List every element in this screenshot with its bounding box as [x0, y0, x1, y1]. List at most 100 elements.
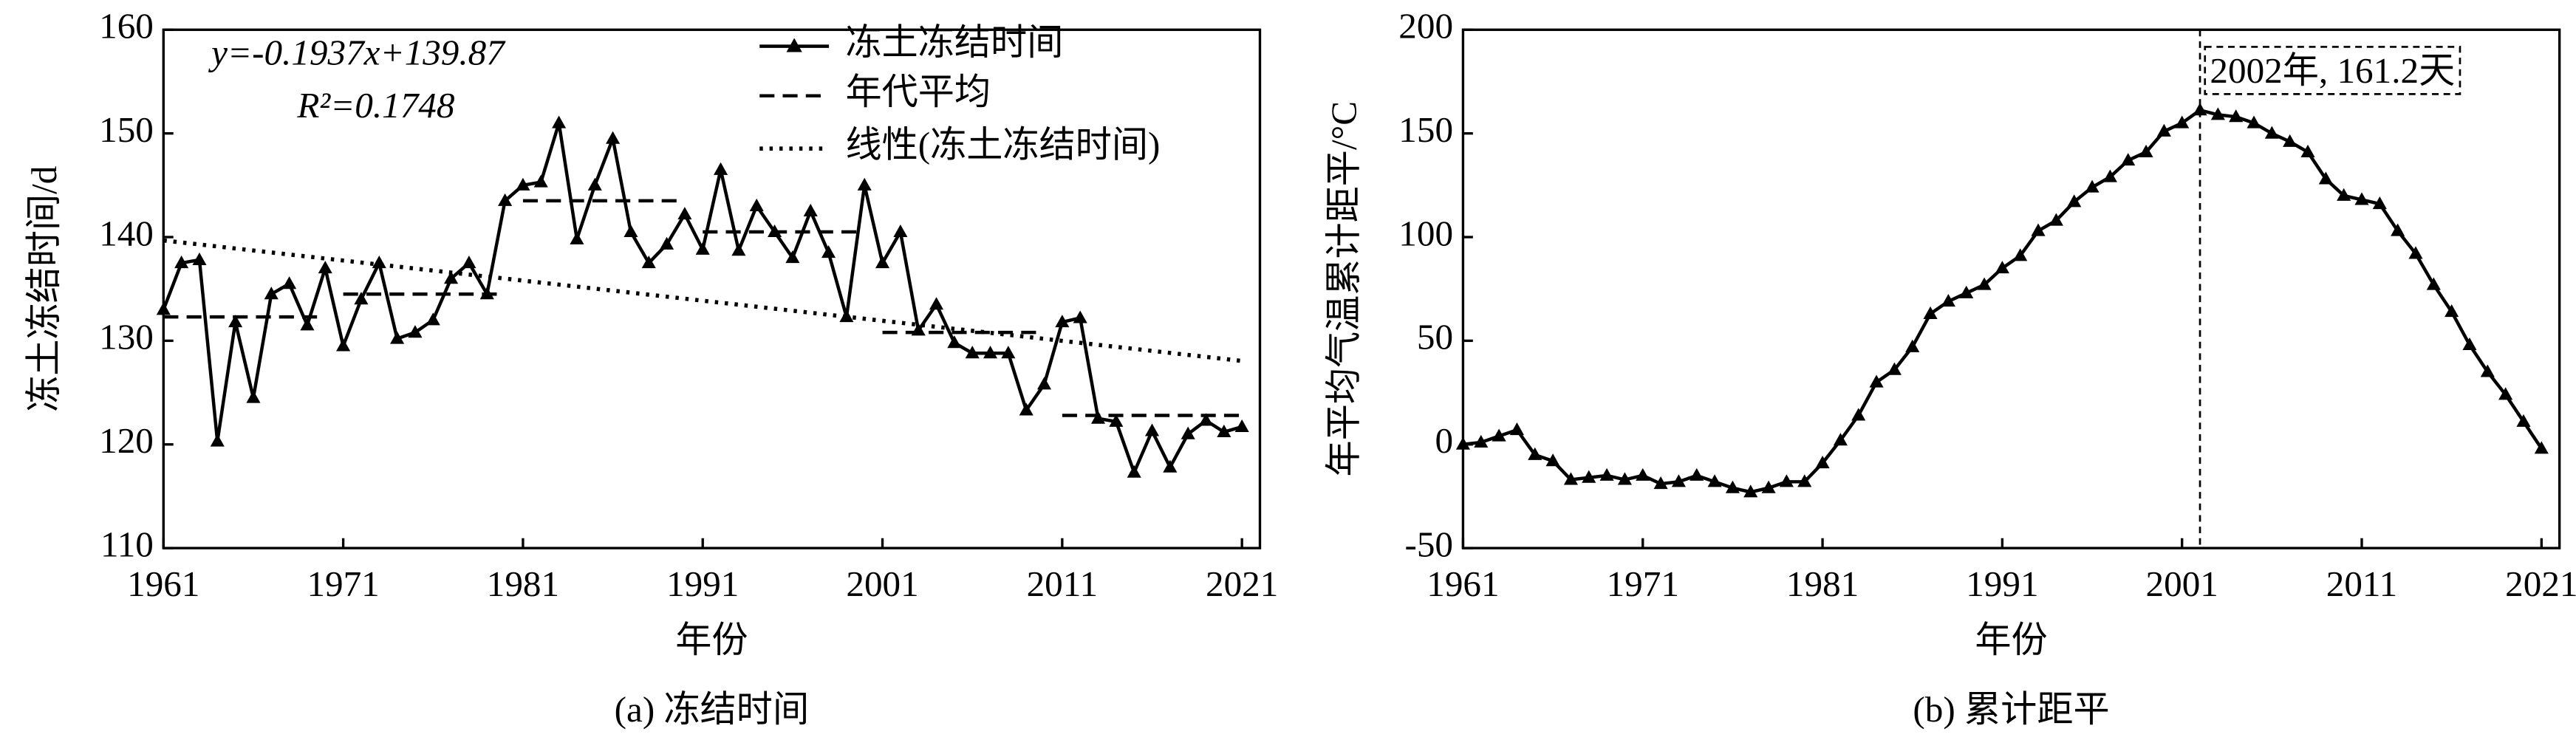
x-tick-label: 1991	[1966, 563, 2038, 604]
marker	[731, 243, 746, 256]
marker	[2049, 213, 2063, 226]
marker	[1905, 339, 1920, 352]
marker	[1055, 315, 1070, 328]
marker	[282, 276, 297, 290]
marker	[2498, 387, 2513, 400]
y-tick-label: 140	[99, 213, 154, 253]
marker	[1217, 424, 1231, 437]
marker	[1653, 476, 1668, 490]
marker	[1995, 261, 2009, 274]
trend-line	[163, 238, 1243, 363]
marker	[1144, 423, 1160, 436]
marker	[2391, 223, 2405, 236]
marker	[803, 203, 818, 216]
legend-label: 冻土冻结时间	[845, 22, 1063, 63]
marker	[264, 287, 279, 300]
r-squared: R²=0.1748	[296, 85, 455, 126]
x-axis-label: 年份	[675, 620, 748, 660]
marker	[228, 315, 243, 328]
y-tick-label: 160	[99, 6, 154, 47]
marker	[2300, 144, 2315, 157]
marker	[893, 224, 908, 238]
marker	[246, 390, 261, 403]
marker	[2426, 277, 2441, 290]
marker	[1163, 459, 1178, 473]
equation: y=-0.1937x+139.87	[208, 32, 506, 72]
marker	[336, 338, 351, 352]
x-tick-label: 1961	[127, 563, 199, 604]
marker	[1833, 433, 1848, 446]
marker	[210, 434, 225, 447]
plot-frame	[1461, 28, 2561, 549]
y-tick-label: -50	[1404, 524, 1453, 564]
marker	[1036, 377, 1052, 390]
marker	[1779, 474, 1794, 487]
marker	[1181, 426, 1195, 439]
x-tick-label: 2011	[2326, 563, 2398, 604]
marker	[2534, 441, 2549, 454]
legend-marker	[786, 38, 802, 52]
marker	[839, 309, 854, 323]
marker	[1707, 474, 1722, 487]
marker	[1725, 480, 1740, 493]
marker	[1545, 453, 1560, 467]
legend-label: 年代平均	[845, 72, 991, 112]
caption: (a) 冻结时间	[615, 689, 809, 730]
marker	[1941, 293, 1955, 307]
marker	[2264, 126, 2279, 139]
marker	[1761, 480, 1776, 493]
marker	[426, 312, 440, 326]
marker	[2229, 109, 2244, 123]
marker	[2445, 304, 2459, 318]
marker	[1690, 467, 1704, 481]
marker	[2193, 103, 2207, 116]
y-tick-label: 150	[99, 109, 154, 150]
marker	[1509, 422, 1524, 436]
x-tick-label: 1991	[666, 563, 739, 604]
marker	[1582, 470, 1596, 483]
marker	[192, 252, 207, 265]
marker	[1234, 419, 1249, 432]
marker	[1198, 413, 1214, 426]
marker	[1528, 447, 1542, 460]
marker	[498, 193, 513, 206]
marker	[1599, 467, 1614, 481]
marker	[533, 174, 548, 188]
marker	[462, 256, 476, 269]
marker	[408, 325, 423, 338]
marker	[1869, 374, 1884, 388]
marker	[1073, 310, 1087, 323]
marker	[1090, 411, 1106, 424]
marker	[2462, 337, 2477, 351]
marker	[2156, 123, 2171, 137]
marker	[1127, 465, 1141, 478]
marker	[2247, 115, 2261, 129]
marker	[623, 224, 638, 238]
x-tick-label: 2001	[2146, 563, 2218, 604]
data-line	[162, 122, 1243, 477]
marker	[677, 207, 692, 220]
marker	[857, 177, 872, 191]
y-axis-label: 冻土冻结时间/d	[24, 166, 64, 412]
marker	[911, 323, 926, 336]
marker	[2354, 192, 2369, 205]
y-axis-label: 年平均气温累计距平/°C	[1323, 101, 1364, 477]
marker	[1743, 484, 1758, 498]
marker	[2139, 144, 2153, 157]
marker	[1923, 306, 1938, 319]
marker	[821, 245, 836, 258]
marker	[318, 261, 332, 274]
marker	[354, 292, 369, 305]
legend-label: 线性(冻土冻结时间)	[845, 124, 1160, 165]
marker	[1474, 434, 1489, 448]
marker	[1492, 428, 1506, 442]
y-tick-label: 100	[1398, 213, 1453, 253]
marker	[1109, 414, 1124, 427]
marker	[875, 256, 890, 269]
marker	[570, 231, 584, 244]
y-tick-label: 0	[1435, 420, 1453, 461]
y-tick-label: 200	[1398, 6, 1453, 47]
x-tick-label: 2021	[2505, 563, 2576, 604]
marker	[749, 198, 764, 211]
